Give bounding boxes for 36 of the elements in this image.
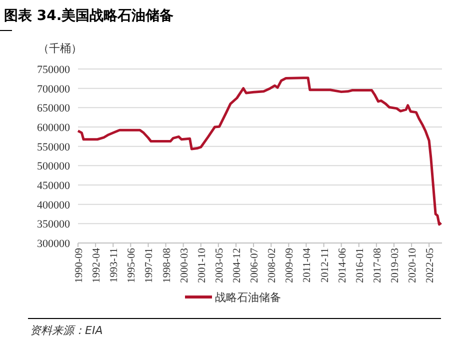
y-axis-title: （千桶）	[38, 42, 82, 55]
x-tick-label: 1998-08	[162, 248, 173, 283]
x-tick-label: 2011-04	[302, 247, 314, 283]
x-tick-label: 2016-01	[354, 248, 366, 283]
y-tick-label: 600000	[37, 122, 70, 134]
line-series	[76, 76, 442, 226]
y-tick-label: 350000	[37, 218, 70, 231]
y-tick-label: 750000	[37, 64, 70, 76]
y-tick-label: 450000	[37, 180, 70, 192]
legend-label: 战略石油储备	[215, 291, 281, 304]
y-tick-label: 550000	[37, 141, 70, 154]
y-tick-label: 700000	[37, 83, 70, 96]
x-tick-label: 1992-04	[92, 247, 103, 283]
text: 资料来源：EIA	[30, 324, 103, 337]
x-tick-label: 1995-06	[126, 248, 138, 283]
x-tick-label: 2012-11	[320, 248, 331, 283]
x-tick-label: 2006-07	[250, 248, 261, 283]
y-tick-label: 300000	[37, 238, 70, 250]
x-tick-label: 2020-10	[408, 248, 419, 283]
chart-title: 图表 34.美国战略石油储备	[4, 7, 174, 24]
x-tick-label: 2008-02	[267, 248, 278, 283]
x-tick-label: 2004-12	[232, 248, 244, 283]
y-tick-label: 500000	[37, 160, 70, 173]
x-tick-label: 1990-09	[74, 248, 85, 283]
x-tick-label: 1993-11	[109, 248, 120, 283]
y-tick-label: 650000	[37, 102, 70, 115]
x-tick-label: 2017-08	[372, 248, 384, 283]
y-tick-label: 400000	[37, 199, 70, 212]
x-tick-label: 2009-09	[284, 248, 296, 283]
x-tick-label: 2014-06	[337, 248, 348, 283]
x-tick-label: 2003-05	[214, 248, 226, 283]
x-tick-label: 2022-05	[425, 248, 436, 283]
x-tick-label: 2000-03	[179, 248, 190, 283]
x-tick-label: 1997-01	[144, 248, 156, 283]
x-tick-label: 2001-10	[196, 248, 208, 283]
x-tick-label: 2019-03	[390, 248, 401, 283]
